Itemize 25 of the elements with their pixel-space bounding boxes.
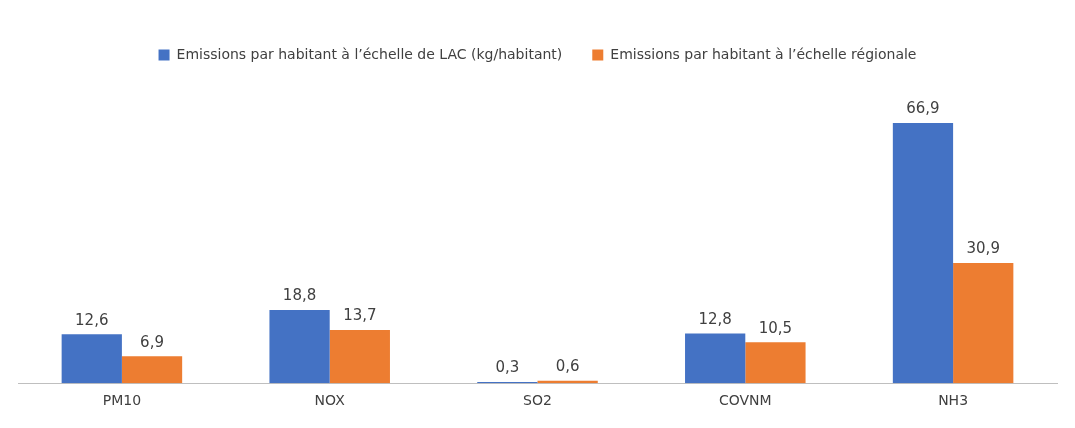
bar [269, 310, 330, 384]
legend-label: Emissions par habitant à l’échelle régionale [610, 45, 917, 62]
bar [121, 356, 183, 384]
x-tick-label: COVNM [718, 392, 772, 409]
bar [329, 329, 390, 384]
x-tick-label: NOX [314, 392, 346, 409]
data-label: 12,8 [698, 309, 732, 328]
data-label: 13,7 [343, 306, 377, 325]
bar [745, 342, 806, 384]
x-tick-label: PM10 [102, 392, 142, 409]
bar [61, 334, 122, 384]
data-label: 10,5 [758, 318, 793, 337]
bar [953, 263, 1014, 384]
data-label: 66,9 [906, 99, 940, 118]
legend-label: Emissions par habitant à l’échelle de LAC (kg/habitant) [176, 45, 563, 62]
x-tick-label: SO2 [523, 392, 552, 409]
data-label: 6,9 [140, 332, 164, 351]
data-label: 0,6 [555, 357, 580, 376]
data-label: 12,6 [75, 310, 109, 329]
bar [892, 122, 954, 384]
x-tick-label: NH3 [938, 392, 969, 409]
bar [685, 333, 746, 384]
data-label: 0,3 [495, 358, 520, 377]
data-label: 18,8 [282, 286, 317, 305]
data-label: 30,9 [966, 239, 1000, 258]
